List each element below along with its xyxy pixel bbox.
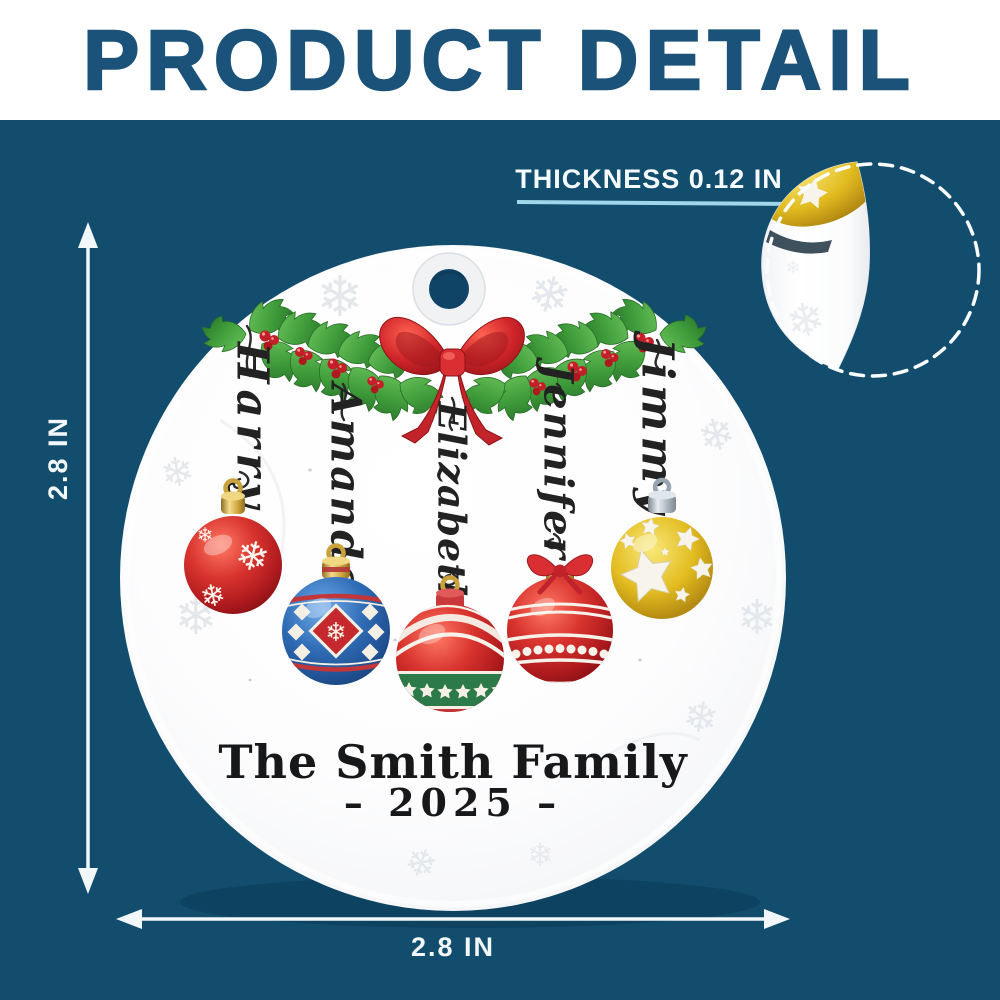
snowflake-icon: ❄	[737, 590, 777, 646]
ornament-ball-amanda: ❄	[282, 543, 390, 685]
snowflake-icon: ❄	[785, 258, 800, 279]
width-dimension-arrow	[116, 909, 790, 929]
ornament-ball-harry: ❄ ❄ ❄	[184, 478, 282, 616]
hanging-name: Jennifer	[535, 356, 582, 561]
snowflake-icon: ❄	[527, 836, 554, 874]
zoom-circle-outline	[765, 162, 981, 378]
snowflake-icon: ❄	[157, 447, 198, 498]
thickness-edge-view: ❄ ❄ ❄	[761, 161, 981, 378]
hanging-hole	[412, 252, 486, 326]
hanging-name: Harry	[227, 340, 278, 514]
ornament-ball-jimmy	[611, 477, 715, 619]
family-name-text: The Smith Family	[218, 735, 688, 789]
snowflake-icon: ❄	[325, 618, 347, 648]
ornament-ball-jennifer	[507, 554, 613, 683]
thickness-underline	[516, 200, 796, 206]
thickness-label: THICKNESS 0.12 IN	[515, 164, 783, 194]
snowflake-icon: ❄	[867, 210, 904, 256]
page-title: PRODUCT DETAIL	[82, 11, 917, 108]
snowflake-icon: ❄	[317, 265, 364, 330]
height-dimension-label: 2.8 IN	[43, 416, 73, 500]
ribbon-bow-icon	[379, 316, 525, 446]
year-text: – 2025 –	[344, 780, 562, 825]
height-dimension-arrow	[78, 222, 98, 894]
ball-bow-icon	[526, 554, 594, 595]
snowflake-icon: ❄	[197, 523, 214, 547]
snowflake-icon: ❄	[679, 690, 722, 744]
header-band: PRODUCT DETAIL	[0, 0, 1000, 120]
width-dimension-label: 2.8 IN	[411, 932, 495, 962]
